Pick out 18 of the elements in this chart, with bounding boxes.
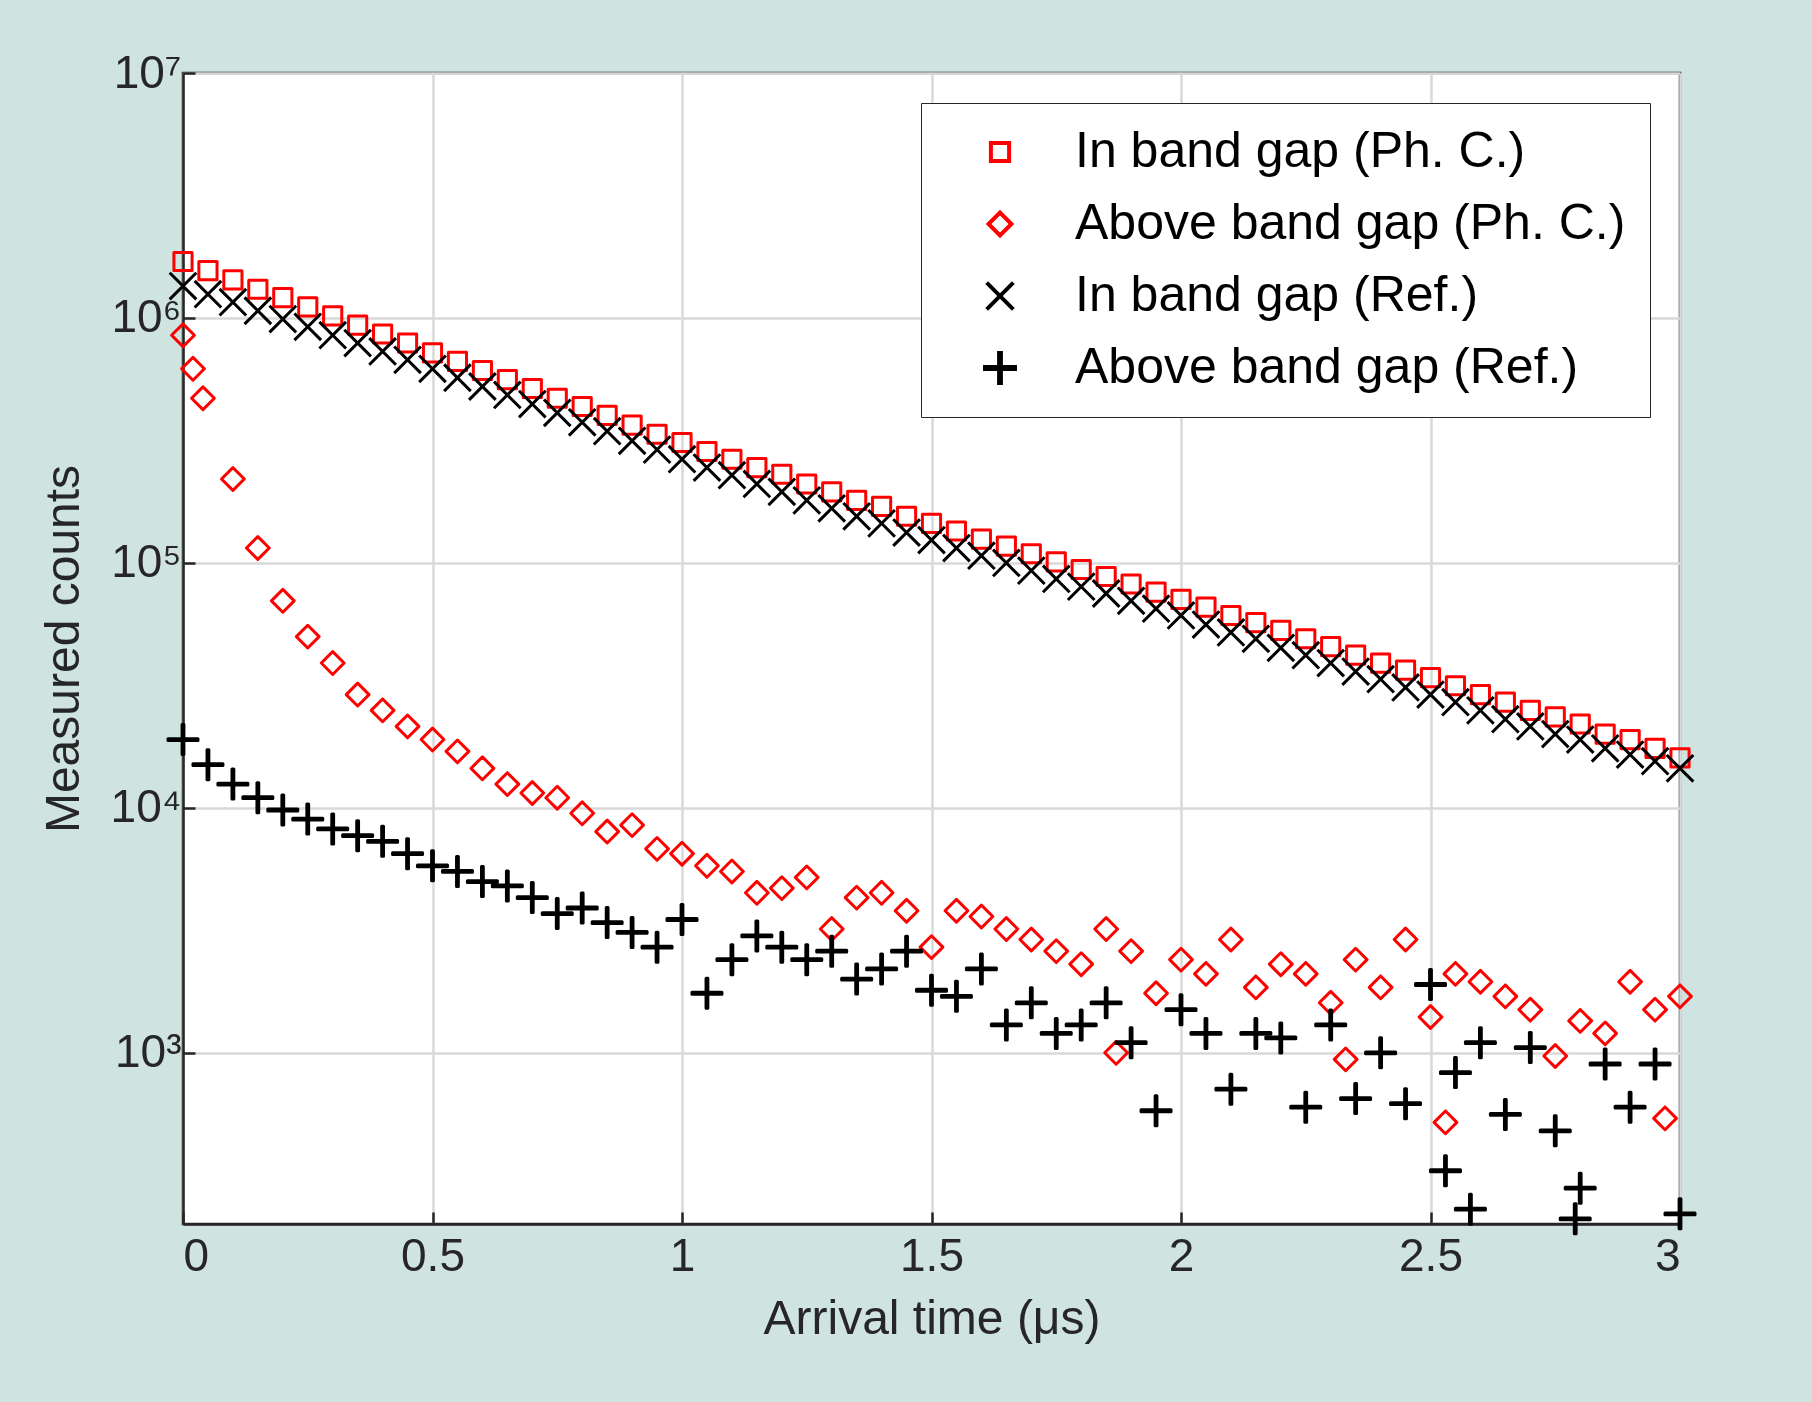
legend-label: Above band gap (Ref.): [1075, 338, 1579, 394]
x-tick-label: 2.5: [1399, 1228, 1463, 1281]
y-tick-label: 10⁵: [111, 535, 182, 588]
y-tick-label: 10³: [115, 1025, 182, 1078]
x-tick-label: 2: [1168, 1228, 1195, 1281]
x-tick-label: 3: [1654, 1228, 1681, 1281]
legend-label: In band gap (Ph. C.): [1075, 122, 1526, 178]
legend-label: In band gap (Ref.): [1075, 266, 1479, 322]
y-tick-label: 10⁷: [113, 45, 182, 98]
x-tick-label: 1.5: [900, 1228, 964, 1281]
y-tick-label: 10⁶: [111, 290, 182, 343]
x-tick-label: 1: [669, 1228, 696, 1281]
y-axis-title: Measured counts: [35, 464, 89, 834]
legend-label: Above band gap (Ph. C.): [1075, 194, 1626, 250]
x-tick-label: 0: [183, 1228, 210, 1281]
x-axis-title: Arrival time (μs): [763, 1290, 1101, 1344]
y-tick-label: 10⁴: [110, 780, 182, 833]
x-tick-label: 0.5: [401, 1228, 465, 1281]
